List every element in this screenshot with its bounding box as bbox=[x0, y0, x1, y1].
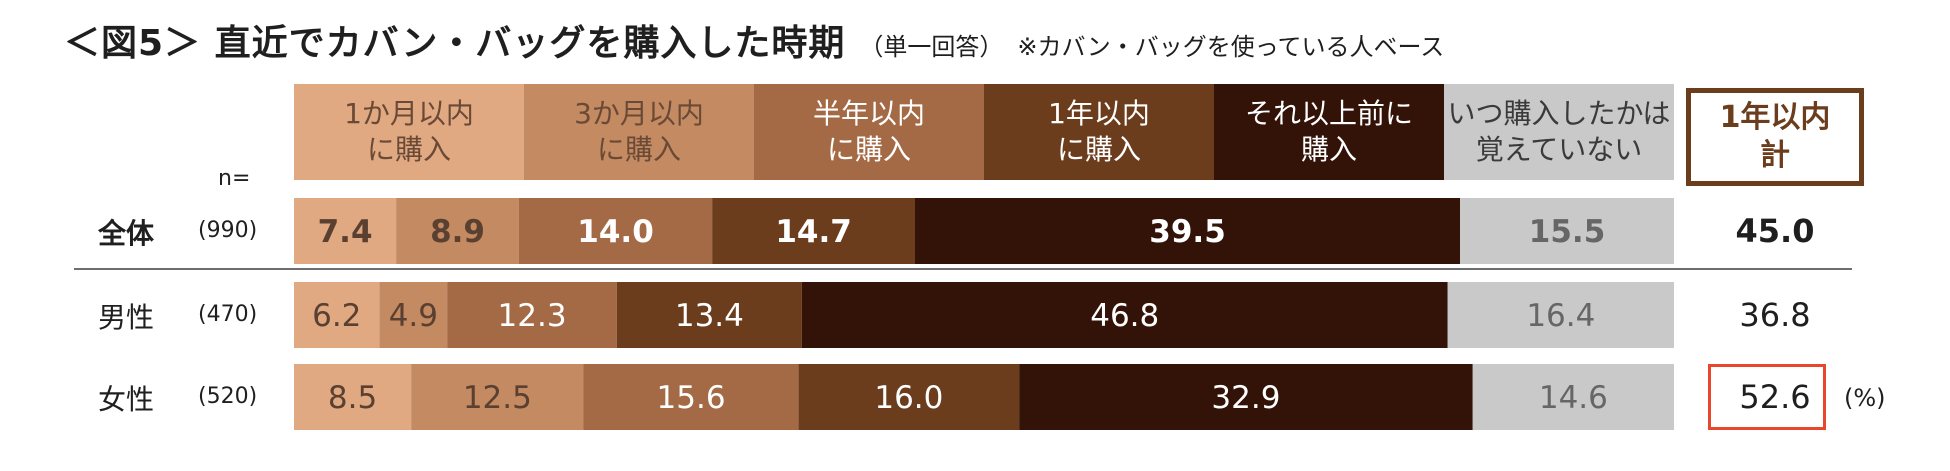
data-label-3-6: 14.6 bbox=[1539, 380, 1608, 416]
data-label-1-5: 39.5 bbox=[1149, 214, 1226, 250]
data-label-3-1: 8.5 bbox=[328, 380, 377, 416]
bar-segment-2-6 bbox=[1447, 282, 1674, 348]
bar-segment-2-3 bbox=[447, 282, 617, 348]
bar-segment-2-1 bbox=[294, 282, 380, 348]
legend-item-2: 3か月以内 に購入 bbox=[524, 84, 754, 180]
bar-segment-1-5 bbox=[915, 198, 1461, 264]
total-header: 1年以内 計 bbox=[1686, 88, 1864, 186]
row-n-3: (520) bbox=[198, 384, 258, 409]
chart-title-note: ※カバン・バッグを使っている人ベース bbox=[1017, 33, 1445, 61]
bar-segment-3-5 bbox=[1019, 364, 1473, 430]
row-label-2: 男性 bbox=[98, 301, 155, 334]
data-label-2-2: 4.9 bbox=[389, 298, 438, 334]
data-label-2-4: 13.4 bbox=[675, 298, 744, 334]
legend-item-6: いつ購入したかは 覚えていない bbox=[1444, 84, 1674, 180]
bar-segment-1-1 bbox=[294, 198, 397, 264]
row-label-1: 全体 bbox=[98, 217, 155, 250]
data-label-1-1: 7.4 bbox=[318, 214, 373, 250]
chart-title: ＜図5＞ 直近でカバン・バッグを購入した時期 （単一回答） ※カバン・バッグを使って… bbox=[64, 14, 1444, 66]
data-label-1-2: 8.9 bbox=[430, 214, 485, 250]
bar-segment-1-4 bbox=[712, 198, 915, 264]
legend-item-3: 半年以内 に購入 bbox=[754, 84, 984, 180]
bar-segment-2-4 bbox=[616, 282, 802, 348]
data-label-2-5: 46.8 bbox=[1090, 298, 1159, 334]
data-label-1-3: 14.0 bbox=[577, 214, 654, 250]
chart-title-main: ＜図5＞ 直近でカバン・バッグを購入した時期 bbox=[64, 23, 846, 64]
row-label-3: 女性 bbox=[98, 383, 155, 416]
data-label-1-6: 15.5 bbox=[1529, 214, 1606, 250]
row-n-2: (470) bbox=[198, 302, 258, 327]
bar-segment-3-2 bbox=[411, 364, 584, 430]
total-highlight-box bbox=[1708, 364, 1826, 430]
bar-segment-1-6 bbox=[1460, 198, 1674, 264]
data-label-2-6: 16.4 bbox=[1526, 298, 1595, 334]
bar-segment-3-3 bbox=[583, 364, 799, 430]
bar-segment-3-4 bbox=[798, 364, 1020, 430]
data-label-2-3: 12.3 bbox=[498, 298, 567, 334]
chart-title-sub: （単一回答） bbox=[859, 33, 1004, 61]
total-value-2: 36.8 bbox=[1739, 296, 1811, 334]
data-label-3-4: 16.0 bbox=[874, 380, 943, 416]
bar-segment-1-2 bbox=[396, 198, 519, 264]
data-label-3-5: 32.9 bbox=[1211, 380, 1280, 416]
legend-item-4: 1年以内 に購入 bbox=[984, 84, 1214, 180]
data-label-3-3: 15.6 bbox=[657, 380, 726, 416]
bar-segment-2-5 bbox=[801, 282, 1448, 348]
bar-segment-3-1 bbox=[294, 364, 412, 430]
bar-segment-1-3 bbox=[518, 198, 713, 264]
legend-item-5: それ以上前に 購入 bbox=[1214, 84, 1444, 180]
divider-line bbox=[74, 268, 1852, 270]
total-value-1: 45.0 bbox=[1735, 212, 1815, 250]
unit-label: (%) bbox=[1844, 384, 1886, 412]
row-n-1: (990) bbox=[198, 218, 258, 243]
total-value-3: 52.6 bbox=[1739, 378, 1811, 416]
data-label-1-4: 14.7 bbox=[775, 214, 852, 250]
bar-segment-2-2 bbox=[379, 282, 448, 348]
n-label: n= bbox=[218, 166, 251, 191]
data-label-2-1: 6.2 bbox=[312, 298, 361, 334]
data-label-3-2: 12.5 bbox=[463, 380, 532, 416]
bar-segment-3-6 bbox=[1472, 364, 1674, 430]
legend-item-1: 1か月以内 に購入 bbox=[294, 84, 524, 180]
